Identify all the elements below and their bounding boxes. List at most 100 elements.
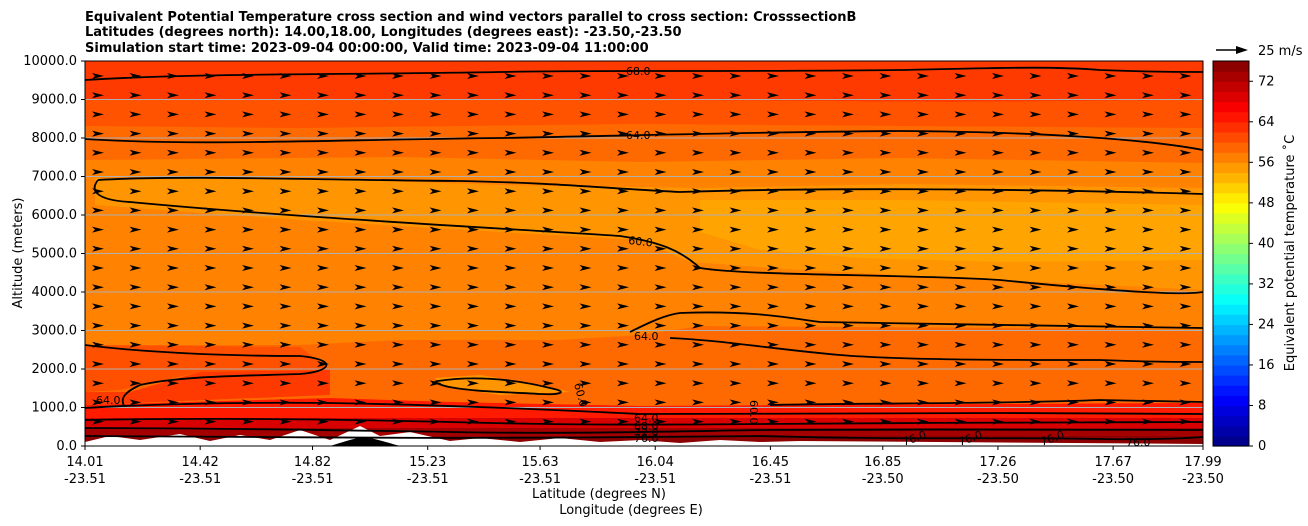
wind-vector	[429, 169, 442, 175]
wind-vector	[129, 149, 142, 156]
x-tick-label-lon: -23.50	[1092, 472, 1134, 487]
wind-vector	[1067, 111, 1079, 118]
wind-vector	[279, 341, 292, 348]
wind-vector	[504, 322, 517, 329]
wind-vector	[917, 361, 929, 367]
x-tick-label-lat: 14.42	[182, 455, 219, 470]
wind-vector	[429, 322, 442, 329]
wind-vector	[579, 111, 592, 118]
wind-vector	[579, 207, 592, 214]
wind-vector	[1142, 245, 1154, 252]
wind-vector	[1029, 226, 1042, 233]
wind-vector	[842, 399, 854, 406]
wind-vector	[842, 284, 854, 291]
wind-vector	[1104, 284, 1117, 291]
wind-vector	[1179, 418, 1192, 425]
wind-vector	[129, 265, 142, 271]
wind-vector	[954, 399, 967, 406]
wind-vector	[542, 92, 554, 99]
colorbar-segment	[1213, 354, 1249, 366]
wind-vector	[242, 361, 254, 367]
wind-vector	[879, 361, 892, 367]
wind-vector	[467, 418, 479, 425]
wind-vector	[992, 341, 1004, 348]
wind-vector	[542, 303, 554, 310]
wind-vector	[242, 341, 254, 348]
wind-vector	[429, 341, 442, 348]
wind-vector	[1029, 188, 1042, 195]
wind-vector	[279, 380, 292, 387]
x-axis-label-longitude: Longitude (degrees E)	[559, 503, 703, 518]
wind-vector	[617, 361, 629, 367]
wind-vector	[692, 111, 704, 118]
wind-vector	[467, 169, 479, 175]
wind-vector	[917, 73, 929, 79]
wind-vector	[167, 188, 179, 195]
wind-vector	[954, 361, 967, 367]
wind-vector	[429, 207, 442, 214]
wind-vector	[504, 361, 517, 367]
wind-vector	[729, 418, 742, 425]
wind-vector	[1029, 341, 1042, 348]
wind-vector	[954, 130, 967, 137]
wind-vector	[1067, 188, 1079, 195]
wind-vector	[1179, 188, 1192, 195]
contour-label-64-mid: 64.0	[634, 330, 659, 343]
wind-vector	[129, 207, 142, 214]
y-tick-label: 7000.0	[32, 170, 78, 185]
wind-vector	[617, 380, 629, 387]
wind-vector	[842, 265, 854, 271]
wind-vector	[1067, 399, 1079, 406]
wind-vector	[204, 207, 217, 214]
wind-vector	[654, 303, 667, 310]
wind-vector	[92, 92, 104, 99]
wind-vector	[242, 149, 254, 156]
wind-vector	[429, 226, 442, 233]
wind-vector	[354, 73, 367, 79]
wind-vector	[1142, 265, 1154, 271]
wind-vector	[654, 322, 667, 329]
wind-vector	[129, 130, 142, 137]
wind-vector	[617, 188, 629, 195]
wind-vector	[992, 245, 1004, 252]
wind-vector	[879, 284, 892, 291]
wind-vector	[129, 226, 142, 233]
wind-vector	[504, 380, 517, 387]
contour-76-lower	[85, 427, 1203, 434]
wind-vector	[729, 341, 742, 348]
wind-vector	[92, 73, 104, 79]
wind-vector	[954, 73, 967, 79]
colorbar-segment	[1213, 435, 1249, 447]
wind-vector	[617, 149, 629, 156]
wind-vector	[692, 73, 704, 79]
theta-e-band-68	[85, 61, 1203, 102]
wind-vector	[579, 188, 592, 195]
wind-vector	[542, 418, 554, 425]
wind-vector	[767, 92, 779, 99]
wind-vector	[692, 361, 704, 367]
wind-vector	[992, 380, 1004, 387]
wind-vector	[1104, 303, 1117, 310]
wind-vector	[1104, 188, 1117, 195]
wind-vector	[467, 73, 479, 79]
wind-vector	[317, 188, 329, 195]
wind-vector	[317, 245, 329, 252]
wind-vector	[617, 399, 629, 406]
colorbar-segment	[1213, 212, 1249, 224]
wind-vector	[354, 207, 367, 214]
wind-vector	[279, 399, 292, 406]
wind-vector	[917, 188, 929, 195]
wind-vector	[654, 188, 667, 195]
wind-vector	[167, 73, 179, 79]
wind-vector	[167, 149, 179, 156]
wind-vector	[692, 130, 704, 137]
wind-vector	[654, 226, 667, 233]
wind-vector	[242, 245, 254, 252]
wind-vector	[992, 149, 1004, 156]
wind-vector	[92, 284, 104, 291]
x-tick-label-lat: 14.01	[66, 455, 103, 470]
wind-vector	[92, 188, 104, 195]
colorbar-tick-label: 24	[1258, 317, 1275, 332]
wind-vector	[129, 303, 142, 310]
y-tick-label: 6000.0	[32, 208, 78, 223]
